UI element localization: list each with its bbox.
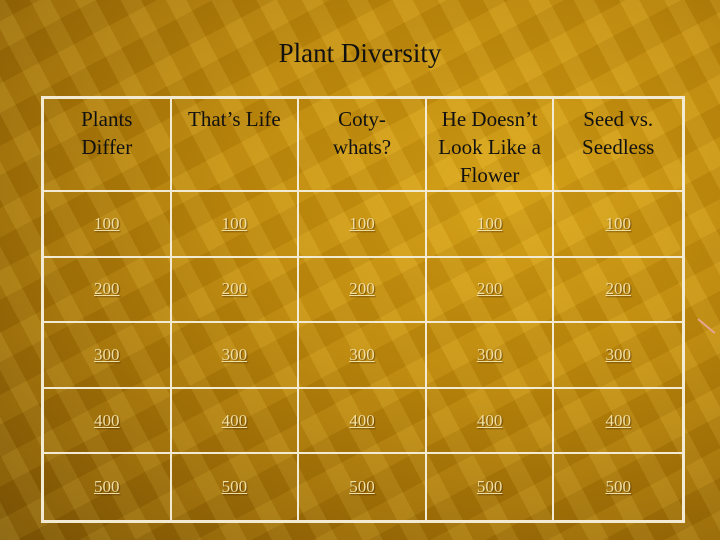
clue-link-1-400[interactable]: 400 [94,410,120,430]
board-cell: 300 [299,323,427,389]
clue-link-4-100[interactable]: 100 [476,213,503,233]
clue-link-5-100[interactable]: 100 [605,213,631,233]
clue-link-2-500[interactable]: 500 [221,477,248,497]
category-header-2: That’s Life [171,99,300,192]
board-cell: 500 [554,454,682,520]
board-cell: 100 [171,192,300,258]
category-label: That’s Life [188,107,281,131]
clue-link-4-500[interactable]: 500 [476,477,503,497]
board-cell: 400 [299,388,427,455]
clue-link-4-200[interactable]: 200 [476,279,503,299]
clue-link-3-500[interactable]: 500 [349,477,375,497]
clue-link-5-300[interactable]: 300 [605,344,631,364]
clue-link-3-300[interactable]: 300 [349,344,375,364]
board-cell: 200 [554,258,682,324]
board-cell: 200 [299,257,427,324]
category-header-5: Seed vs. Seedless [554,99,682,192]
clue-link-5-400[interactable]: 400 [605,410,631,430]
board-cell: 100 [299,192,427,258]
board-cell: 500 [427,454,555,520]
board-cell: 300 [171,323,300,389]
board-cell: 100 [554,192,682,258]
board-cell: 500 [44,454,172,520]
clue-link-5-500[interactable]: 500 [605,477,631,497]
page-title: Plant Diversity [278,38,442,68]
clue-link-3-100[interactable]: 100 [349,213,375,233]
board-cell: 200 [44,257,172,324]
board-cell: 400 [426,388,555,455]
clue-link-4-300[interactable]: 300 [476,344,503,364]
clue-link-3-400[interactable]: 400 [349,410,375,430]
board-cell: 200 [171,257,300,324]
clue-link-1-500[interactable]: 500 [94,477,120,497]
category-label: Plants Differ [81,107,133,159]
board-cell: 100 [426,192,555,258]
category-header-3: Coty- whats? [299,99,427,192]
clue-link-3-200[interactable]: 200 [349,279,375,299]
board-cell: 400 [44,388,172,455]
clue-link-2-100[interactable]: 100 [221,213,248,233]
clue-link-1-100[interactable]: 100 [94,213,120,233]
board-cell: 400 [554,389,682,455]
board-cell: 400 [171,388,300,455]
clue-link-2-300[interactable]: 300 [221,344,248,364]
category-header-1: Plants Differ [44,99,172,192]
clue-link-2-400[interactable]: 400 [221,410,248,430]
clue-link-1-200[interactable]: 200 [94,279,120,299]
board-cell: 500 [172,454,300,520]
category-label: Coty- whats? [332,107,392,159]
board-cell: 100 [44,192,172,258]
clue-link-4-400[interactable]: 400 [476,410,503,430]
decorative-line [697,318,716,334]
clue-link-1-300[interactable]: 300 [94,344,120,364]
board-cell: 500 [299,454,427,520]
board-cell: 300 [554,323,682,389]
clue-link-2-200[interactable]: 200 [221,279,248,299]
jeopardy-board: Plants Differ That’s Life Coty- whats? He D… [41,96,685,523]
board-cell: 200 [426,257,555,324]
category-label: Seed vs. Seedless [582,107,655,159]
clue-link-5-200[interactable]: 200 [605,279,631,299]
category-label: He Doesn’t Look Like a Flower [438,107,541,187]
board-cell: 300 [44,323,172,389]
category-header-4: He Doesn’t Look Like a Flower [426,99,555,192]
board-grid: Plants Differ That’s Life Coty- whats? He D… [44,99,682,520]
board-cell: 300 [426,323,555,389]
